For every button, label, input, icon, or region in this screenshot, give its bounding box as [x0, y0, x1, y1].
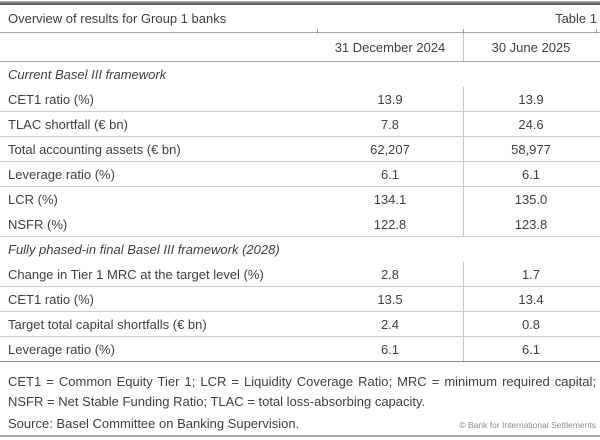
- table-row: CET1 ratio (%) 13.9 13.9: [0, 87, 600, 112]
- value-jun-2025: 13.9: [463, 87, 598, 111]
- column-header-dec-2024: 31 December 2024: [334, 40, 446, 55]
- table-row: Leverage ratio (%) 6.1 6.1: [0, 337, 600, 362]
- value-dec-2024: 62,207: [370, 141, 410, 157]
- source-text: Source: Basel Committee on Banking Super…: [8, 416, 300, 431]
- value-dec-2024: 122.8: [373, 216, 407, 232]
- bottom-rule: [0, 435, 600, 437]
- footnote-text: CET1 = Common Equity Tier 1; LCR = Liqui…: [8, 374, 596, 409]
- value-jun-2025: 135.0: [463, 187, 598, 212]
- value-dec-2024: 2.4: [380, 316, 400, 332]
- value-jun-2025: 1.7: [463, 262, 598, 286]
- row-label: Total accounting assets (€ bn): [8, 141, 181, 157]
- value-dec-2024: 134.1: [373, 192, 407, 207]
- column-tick: [463, 29, 464, 34]
- table-row: CET1 ratio (%) 13.5 13.4: [0, 287, 600, 312]
- value-jun-2025: 24.6: [463, 112, 598, 136]
- column-header-row: 31 December 2024 30 June 2025: [0, 29, 600, 62]
- source-row: Source: Basel Committee on Banking Super…: [8, 416, 596, 431]
- row-label: NSFR (%): [8, 216, 68, 232]
- table-title-row: Overview of results for Group 1 banks Ta…: [0, 5, 600, 33]
- row-label: TLAC shortfall (€ bn): [8, 116, 128, 132]
- table-body: Current Basel III framework CET1 ratio (…: [0, 62, 600, 362]
- value-jun-2025: 0.8: [463, 312, 598, 336]
- value-dec-2024: 2.8: [380, 266, 400, 282]
- header-spacer: [0, 34, 317, 61]
- value-jun-2025: 6.1: [463, 162, 598, 186]
- section-header-fully-phased-in: Fully phased-in final Basel III framewor…: [8, 242, 280, 257]
- table-title: Overview of results for Group 1 banks: [8, 11, 227, 26]
- column-tick: [596, 29, 597, 34]
- section-header-current-basel: Current Basel III framework: [8, 67, 167, 82]
- table-row: LCR (%) 134.1 135.0: [0, 187, 600, 212]
- table-row: TLAC shortfall (€ bn) 7.8 24.6: [0, 112, 600, 137]
- column-tick: [317, 29, 318, 34]
- value-dec-2024: 13.9: [377, 91, 403, 107]
- value-dec-2024: 6.1: [380, 341, 400, 357]
- value-jun-2025: 6.1: [463, 337, 598, 361]
- row-label: Target total capital shortfalls (€ bn): [8, 316, 207, 332]
- value-jun-2025: 13.4: [463, 287, 598, 311]
- row-label: CET1 ratio (%): [8, 91, 94, 107]
- table-row: NSFR (%) 122.8 123.8: [0, 212, 600, 237]
- row-label: Leverage ratio (%): [8, 341, 115, 357]
- value-jun-2025: 123.8: [463, 212, 598, 236]
- top-rule: [0, 1, 600, 5]
- column-header-jun-2025: 30 June 2025: [463, 34, 598, 61]
- table-row: Change in Tier 1 MRC at the target level…: [0, 262, 600, 287]
- row-label: Leverage ratio (%): [8, 166, 115, 182]
- value-jun-2025: 58,977: [463, 137, 598, 161]
- table-row: Total accounting assets (€ bn) 62,207 58…: [0, 137, 600, 162]
- value-dec-2024: 6.1: [380, 166, 400, 182]
- row-label: CET1 ratio (%): [8, 291, 94, 307]
- value-dec-2024: 13.5: [377, 291, 403, 307]
- table-row: Leverage ratio (%) 6.1 6.1: [0, 162, 600, 187]
- table-row: Target total capital shortfalls (€ bn) 2…: [0, 312, 600, 337]
- row-label: LCR (%): [8, 192, 58, 207]
- row-label: Change in Tier 1 MRC at the target level…: [8, 266, 264, 282]
- copyright-text: © Bank for International Settlements: [459, 420, 596, 430]
- value-dec-2024: 7.8: [380, 116, 400, 132]
- table-footer: CET1 = Common Equity Tier 1; LCR = Liqui…: [0, 366, 600, 431]
- table-number-label: Table 1: [555, 11, 597, 26]
